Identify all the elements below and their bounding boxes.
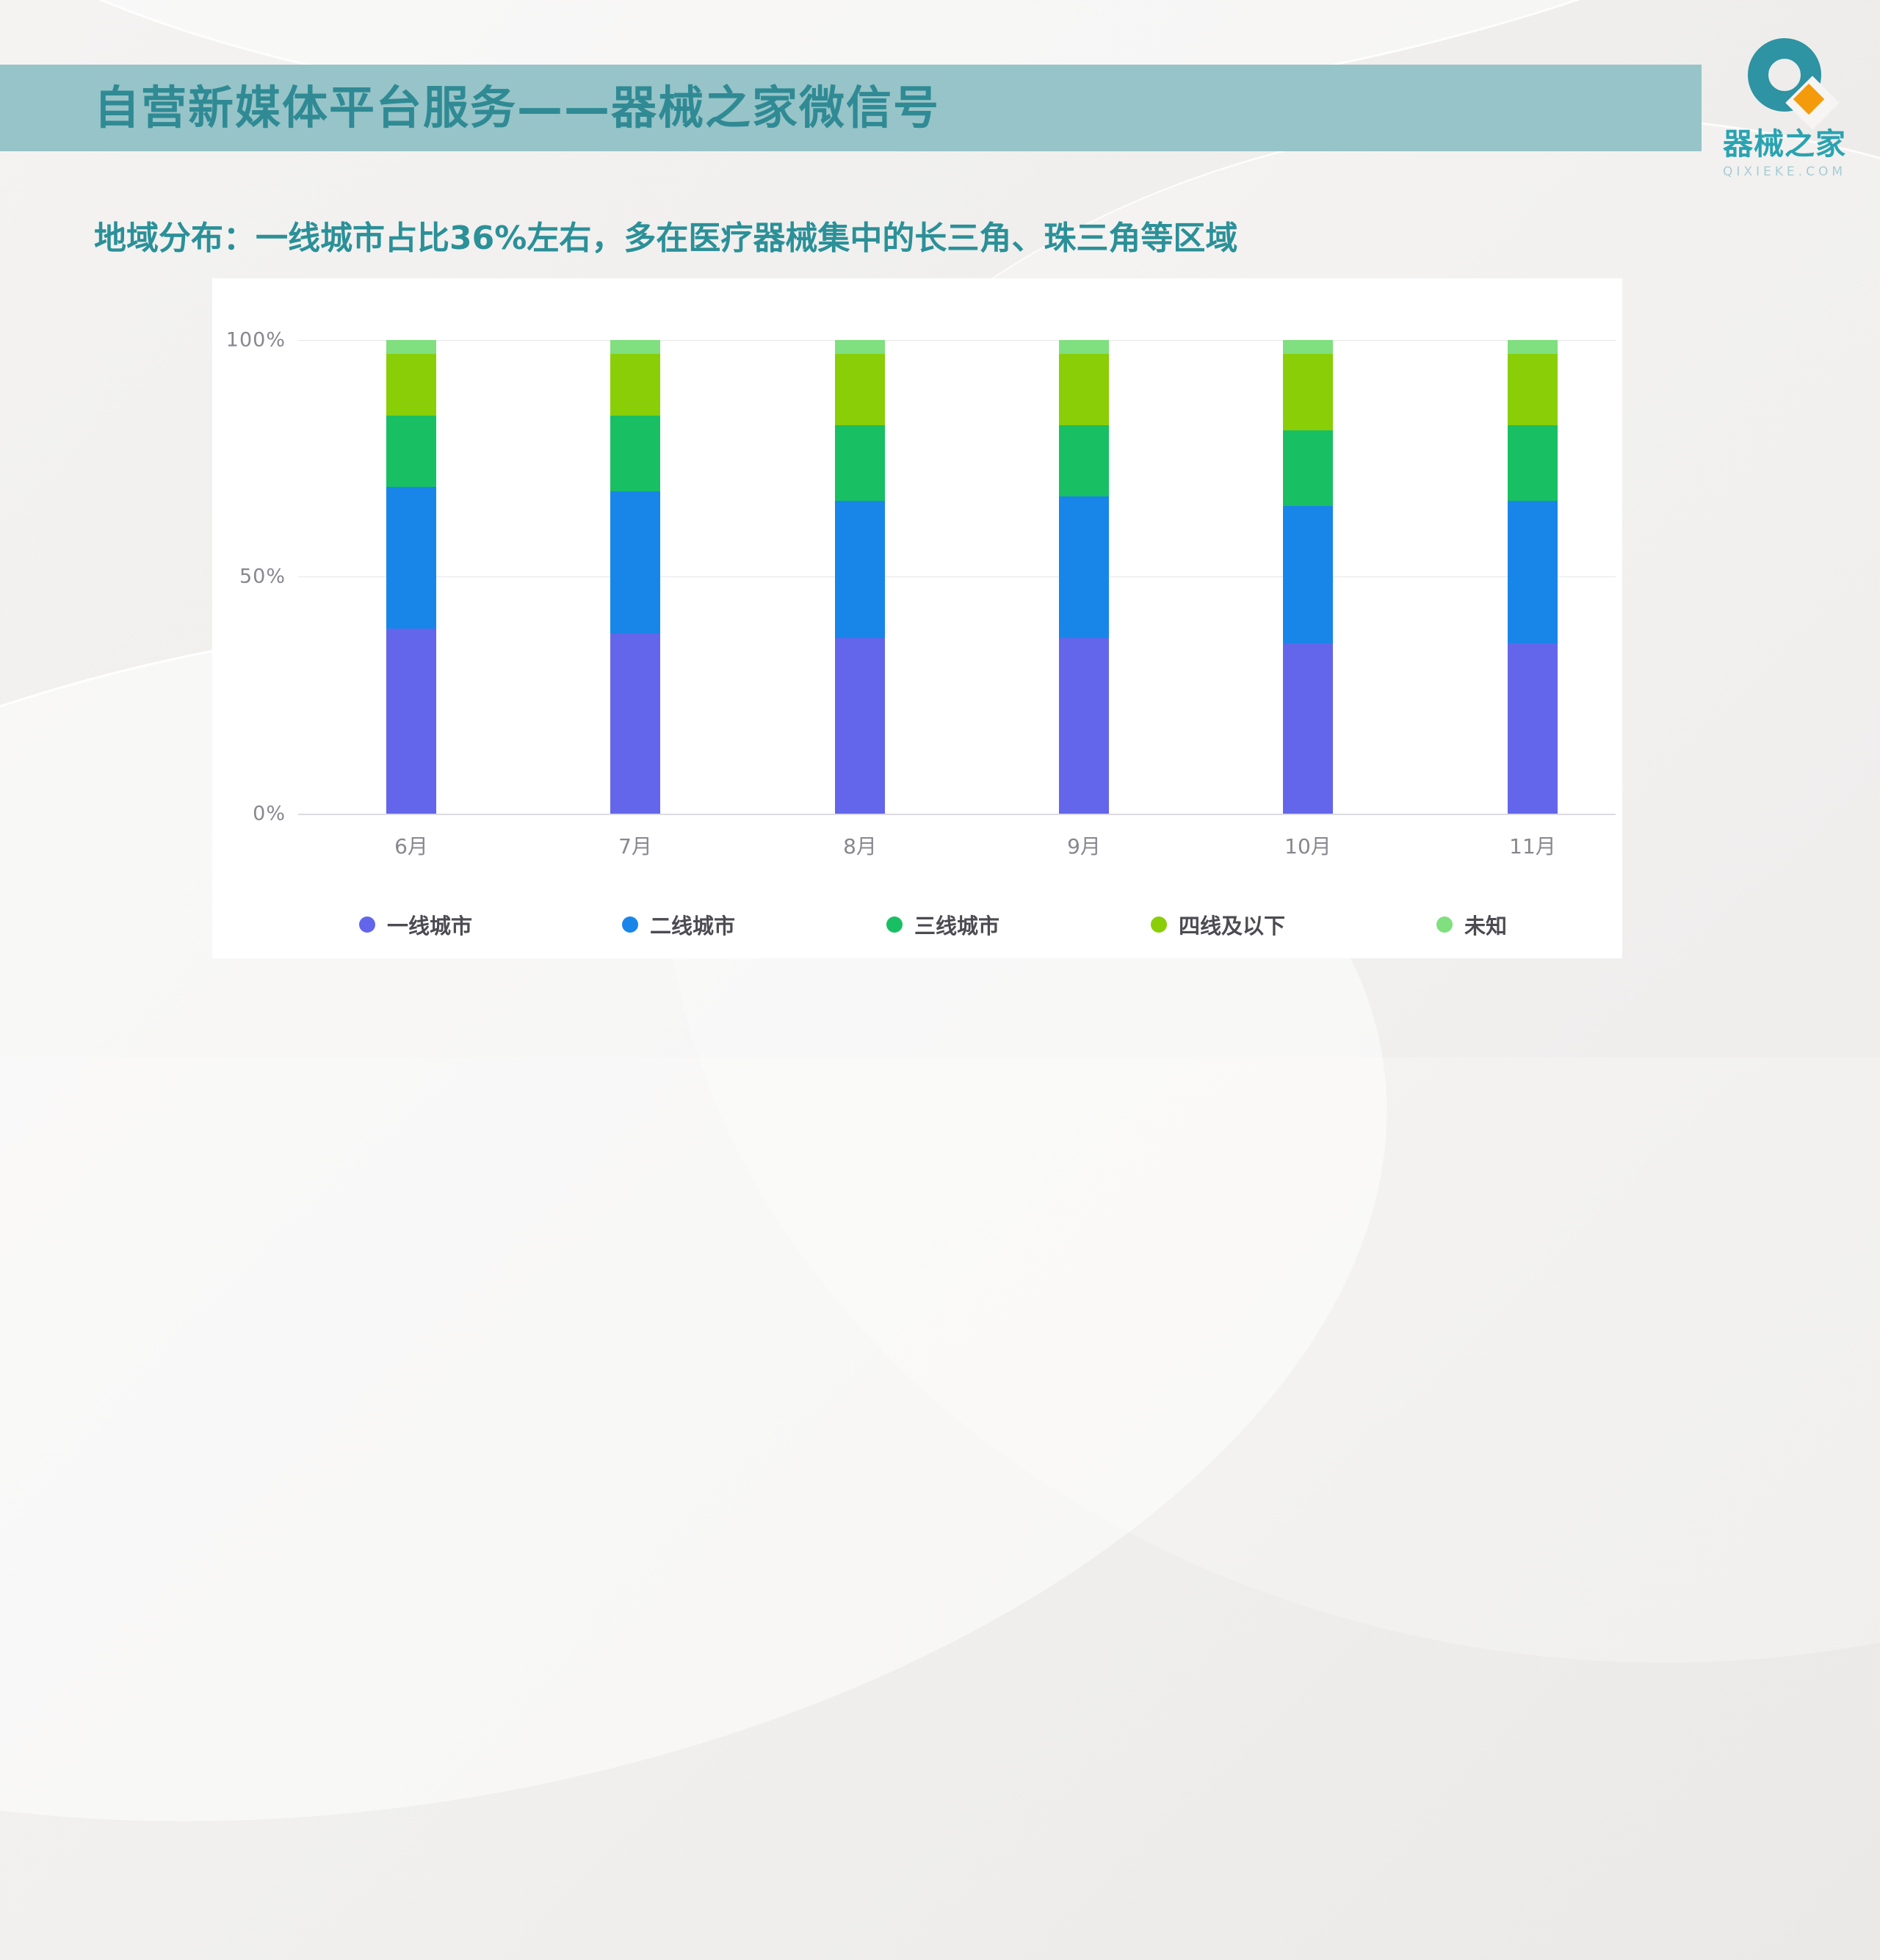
bar-segment-三线城市 bbox=[1283, 430, 1333, 506]
y-tick-50: 50% bbox=[239, 565, 286, 588]
bar-segment-二线城市 bbox=[835, 501, 885, 639]
y-tick-100: 100% bbox=[225, 328, 286, 352]
legend-dot-icon bbox=[1151, 916, 1167, 933]
bar-segment-四线及以下 bbox=[835, 354, 885, 426]
stacked-bar-10月 bbox=[1283, 340, 1333, 814]
x-tick-8月: 8月 bbox=[843, 834, 877, 858]
x-tick-6月: 6月 bbox=[394, 834, 428, 858]
stacked-bar-9月 bbox=[1059, 340, 1109, 814]
bar-segment-三线城市 bbox=[1059, 425, 1109, 496]
legend-item-四线及以下: 四线及以下 bbox=[1151, 908, 1285, 941]
legend-dot-icon bbox=[622, 916, 638, 933]
bar-segment-一线城市 bbox=[610, 633, 660, 814]
legend-item-三线城市: 三线城市 bbox=[886, 908, 999, 941]
chart-legend: 一线城市 二线城市 三线城市 四线及以下 未知 bbox=[212, 908, 1622, 945]
logo-domain: QIXIEKE.COM bbox=[1722, 164, 1846, 179]
stacked-bar-6月 bbox=[386, 340, 436, 814]
bar-segment-未知 bbox=[386, 340, 436, 355]
bar-segment-未知 bbox=[1059, 340, 1109, 355]
legend-label: 未知 bbox=[1464, 914, 1508, 939]
legend-label: 四线及以下 bbox=[1179, 914, 1286, 939]
bar-segment-三线城市 bbox=[386, 416, 436, 487]
stacked-bar-8月 bbox=[835, 340, 885, 814]
slide-title: 自营新媒体平台服务——器械之家微信号 bbox=[94, 81, 941, 134]
bar-segment-二线城市 bbox=[1508, 501, 1558, 643]
bar-segment-三线城市 bbox=[610, 416, 660, 492]
bar-segment-四线及以下 bbox=[1059, 354, 1109, 426]
bar-segment-一线城市 bbox=[835, 638, 885, 814]
bar-segment-四线及以下 bbox=[1283, 354, 1333, 430]
legend-item-未知: 未知 bbox=[1436, 908, 1507, 941]
x-axis-line bbox=[298, 814, 1616, 815]
stacked-bar-11月 bbox=[1508, 340, 1558, 814]
company-logo: 器械之家 QIXIEKE.COM bbox=[1715, 38, 1854, 179]
legend-item-一线城市: 一线城市 bbox=[359, 908, 472, 941]
legend-dot-icon bbox=[886, 916, 903, 933]
bar-segment-一线城市 bbox=[1508, 643, 1558, 814]
legend-label: 一线城市 bbox=[387, 914, 473, 939]
bar-segment-一线城市 bbox=[1283, 643, 1333, 814]
bar-segment-二线城市 bbox=[386, 486, 436, 629]
logo-q-icon bbox=[1748, 38, 1840, 130]
gridline-50 bbox=[298, 576, 1616, 577]
bar-segment-未知 bbox=[1283, 340, 1333, 355]
x-tick-10月: 10月 bbox=[1284, 834, 1331, 858]
bar-segment-未知 bbox=[610, 340, 660, 355]
x-tick-11月: 11月 bbox=[1509, 834, 1556, 858]
legend-dot-icon bbox=[1436, 916, 1453, 933]
bar-segment-一线城市 bbox=[1059, 638, 1109, 814]
bar-segment-四线及以下 bbox=[386, 354, 436, 416]
bar-segment-未知 bbox=[835, 340, 885, 355]
stacked-bar-7月 bbox=[610, 340, 660, 814]
bar-segment-一线城市 bbox=[386, 629, 436, 814]
x-tick-7月: 7月 bbox=[618, 834, 652, 858]
bar-segment-四线及以下 bbox=[1508, 354, 1558, 426]
bar-segment-三线城市 bbox=[835, 425, 885, 502]
bar-segment-未知 bbox=[1508, 340, 1558, 355]
x-tick-9月: 9月 bbox=[1067, 834, 1101, 858]
bar-segment-三线城市 bbox=[1508, 425, 1558, 502]
bar-segment-二线城市 bbox=[1059, 496, 1109, 639]
chart-panel: 100% 50% 0% 6月 7月 8月 9月 10月 11月 一线城市 二线城市 三线城市 四… bbox=[212, 278, 1622, 958]
gridline-100 bbox=[298, 340, 1616, 341]
legend-item-二线城市: 二线城市 bbox=[622, 908, 735, 941]
bar-segment-二线城市 bbox=[1283, 505, 1333, 643]
logo-wordmark: 器械之家 bbox=[1723, 126, 1846, 162]
bar-segment-四线及以下 bbox=[610, 354, 660, 416]
bar-segment-二线城市 bbox=[610, 491, 660, 634]
y-tick-0: 0% bbox=[253, 802, 286, 825]
legend-label: 三线城市 bbox=[914, 914, 1000, 939]
legend-dot-icon bbox=[359, 916, 375, 933]
legend-label: 二线城市 bbox=[650, 914, 736, 939]
chart-caption: 地域分布：一线城市占比36%左右，多在医疗器械集中的长三角、珠三角等区域 bbox=[94, 220, 1238, 257]
header-banner: 自营新媒体平台服务——器械之家微信号 bbox=[0, 65, 1702, 151]
